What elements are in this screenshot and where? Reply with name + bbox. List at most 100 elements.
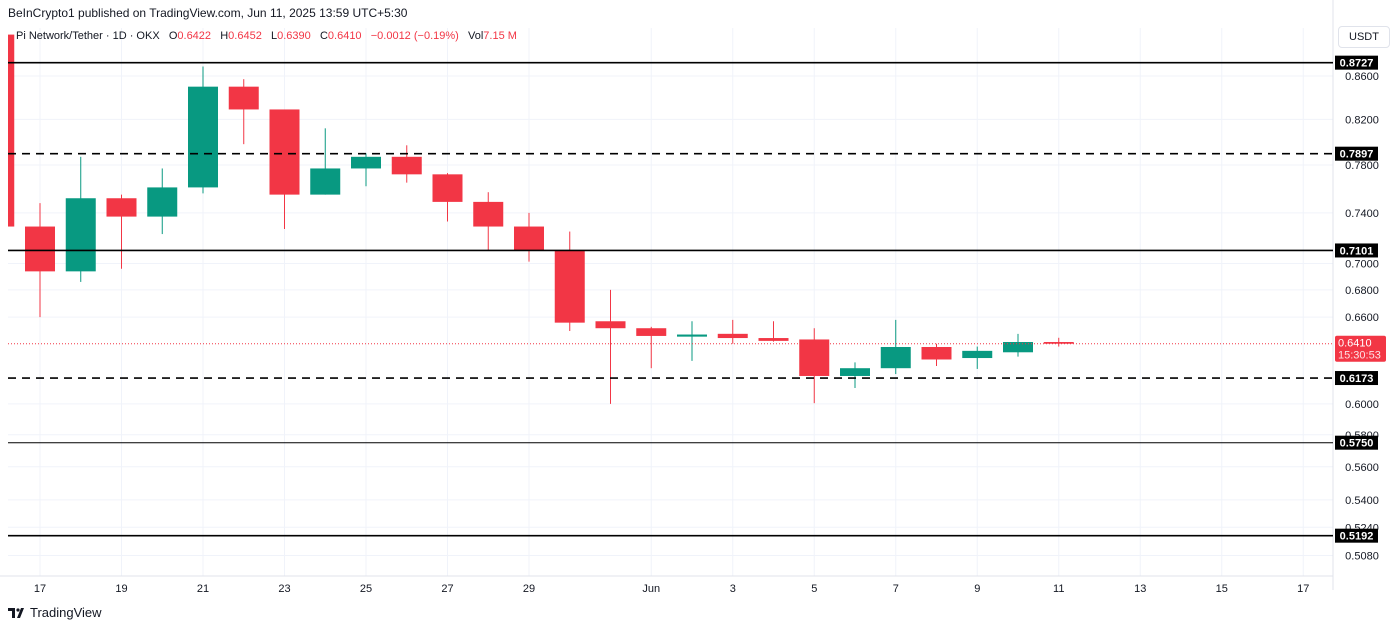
horizontal-levels[interactable]: 0.8727 0.7897 0.7101 0.6173 0.5750 0.5192	[8, 55, 1378, 543]
volume-value: 7.15 M	[483, 30, 517, 42]
candle[interactable]	[595, 289, 626, 404]
candle[interactable]	[106, 194, 137, 269]
x-tick-label: 21	[197, 583, 209, 595]
level-price-label: 0.7101	[1340, 245, 1374, 257]
x-tick-label: 19	[115, 583, 127, 595]
tradingview-logo[interactable]: TradingView	[8, 605, 102, 620]
candle[interactable]	[554, 231, 585, 332]
high-label: H	[220, 30, 229, 42]
candle[interactable]	[25, 203, 55, 318]
candle-body	[921, 346, 952, 360]
candle[interactable]	[473, 192, 504, 251]
x-tick-label: 5	[811, 583, 817, 595]
candle-body	[310, 168, 341, 195]
candle-body	[962, 350, 993, 359]
x-tick-label: 3	[730, 583, 736, 595]
candle-body	[514, 226, 544, 251]
candle[interactable]	[840, 362, 870, 388]
candle-body	[758, 338, 789, 341]
candle[interactable]	[391, 145, 422, 183]
level-price-badge	[1335, 243, 1378, 258]
candle-body	[1003, 342, 1033, 353]
x-tick-label: 29	[523, 583, 535, 595]
candle[interactable]	[188, 66, 218, 194]
candle[interactable]	[717, 319, 748, 344]
change-value: −0.0012 (−0.19%)	[370, 30, 459, 42]
level-price-label: 0.5750	[1340, 438, 1374, 450]
time-axis[interactable]: 17 19 21 23 25 27 29 Jun 3 5 7 9 11 13 15 17	[34, 583, 1310, 595]
open-value: 0.6422	[177, 30, 212, 42]
candle[interactable]	[432, 173, 463, 222]
x-tick-label: 17	[34, 583, 46, 595]
y-tick-label: 0.6800	[1345, 285, 1379, 297]
candle[interactable]	[677, 321, 707, 361]
candle[interactable]	[228, 79, 259, 145]
level-price-badge	[1335, 55, 1378, 70]
candle[interactable]	[147, 168, 178, 235]
candle[interactable]	[351, 153, 381, 187]
candle-body	[677, 334, 707, 337]
symbol-name[interactable]: Pi Network/Tether · 1D · OKX	[16, 30, 160, 42]
candle-body	[595, 321, 626, 329]
candle-body	[8, 34, 15, 227]
countdown-label: 15:30:53	[1338, 350, 1381, 362]
candle-body	[473, 201, 504, 227]
candle[interactable]	[758, 321, 789, 342]
candle[interactable]	[269, 109, 300, 230]
candle[interactable]	[636, 326, 667, 369]
candle[interactable]	[1043, 337, 1074, 347]
candle-body	[636, 328, 667, 336]
candles	[0, 34, 1074, 404]
y-tick-label: 0.6600	[1345, 312, 1379, 324]
x-tick-label: 15	[1216, 583, 1228, 595]
currency-button[interactable]: USDT	[1338, 26, 1390, 48]
x-tick-label: 11	[1053, 583, 1064, 595]
low-value: 0.6390	[277, 30, 311, 42]
open-label: O	[168, 30, 178, 42]
x-tick-label: 17	[1297, 583, 1309, 595]
candle-body	[799, 339, 830, 376]
x-tick-label: 23	[278, 583, 290, 595]
low-label: L	[271, 30, 278, 42]
last-price-label: 0.6410	[1338, 338, 1372, 350]
last-price-badge	[1335, 335, 1386, 362]
tradingview-brand: TradingView	[30, 605, 102, 620]
candle[interactable]	[962, 346, 993, 369]
candle-body	[432, 174, 463, 202]
candle-body	[351, 156, 381, 169]
candle[interactable]	[310, 128, 341, 195]
level-price-label: 0.8727	[1340, 58, 1374, 70]
candle-body	[554, 250, 585, 323]
volume-label: Vol	[467, 30, 484, 42]
level-price-label: 0.7897	[1340, 149, 1374, 161]
y-tick-label: 0.7000	[1345, 259, 1379, 271]
y-tick-label: 0.5400	[1345, 495, 1379, 507]
candle-body	[391, 156, 422, 175]
y-tick-label: 0.5080	[1345, 551, 1379, 563]
candle-body	[1043, 342, 1074, 344]
close-label: C	[319, 30, 328, 42]
candle-body	[717, 333, 748, 339]
publisher-line: BeInCrypto1 published on TradingView.com…	[8, 6, 408, 20]
candle[interactable]	[921, 343, 952, 367]
price-axis[interactable]: 0.8600 0.8200 0.7800 0.7400 0.7000 0.6800 0.66…	[1345, 71, 1379, 563]
y-tick-label: 0.8200	[1345, 114, 1379, 126]
candle[interactable]	[799, 328, 830, 404]
candle[interactable]	[514, 212, 544, 262]
symbol-legend: Pi Network/Tether · 1D · OKX O0.6422 H 0.…	[16, 30, 517, 42]
tradingview-logo-icon	[8, 607, 24, 618]
candle[interactable]	[880, 319, 911, 375]
candle[interactable]	[1003, 333, 1033, 357]
x-tick-label: 7	[893, 583, 899, 595]
level-price-badge	[1335, 146, 1378, 161]
candle-body	[880, 346, 911, 369]
y-tick-label: 0.7400	[1345, 208, 1379, 220]
candle[interactable]	[0, 34, 15, 227]
level-price-badge	[1335, 528, 1378, 543]
candle[interactable]	[65, 156, 96, 282]
candle-body	[188, 86, 218, 188]
x-tick-label: 25	[360, 583, 372, 595]
y-tick-label: 0.5600	[1345, 462, 1379, 474]
